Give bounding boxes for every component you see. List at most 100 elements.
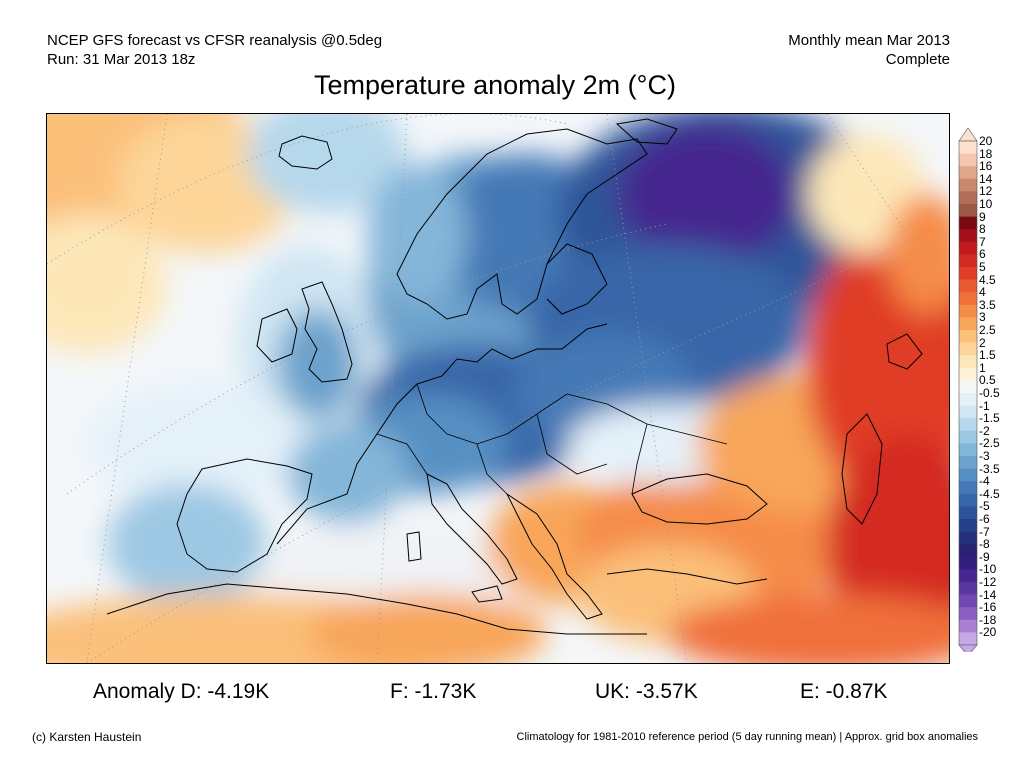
coast-north-africa [106, 583, 647, 635]
coast-sicily [471, 585, 503, 603]
colorbar-label: 4.5 [979, 272, 996, 287]
colorbar-label: 16 [979, 159, 993, 174]
colorbar-label: 3.5 [979, 297, 996, 312]
colorbar-label: -1.5 [979, 411, 1000, 426]
model-description: NCEP GFS forecast vs CFSR reanalysis @0.… [47, 32, 383, 49]
colorbar-label: -2 [979, 423, 990, 438]
stat-germany: Anomaly D: -4.19K [93, 680, 270, 703]
stat-spain: E: -0.87K [800, 680, 888, 703]
colorbar-label: -0.5 [979, 386, 1000, 400]
colorbar-label: -3 [979, 449, 990, 463]
coast-sardinia [406, 531, 422, 562]
period-description: Monthly mean Mar 2013 [788, 32, 950, 49]
colorbar-label: 14 [979, 171, 993, 186]
copyright: (c) Karsten Haustein [32, 730, 142, 744]
colorbar-swatch [959, 191, 977, 205]
colorbar-swatch [959, 619, 977, 633]
colorbar-swatch [959, 380, 977, 394]
colorbar-label: -10 [979, 562, 997, 577]
coast-ireland [256, 308, 298, 363]
colorbar-swatch [959, 204, 977, 217]
colorbar-swatch [959, 544, 977, 558]
colorbar-label: 4 [979, 285, 986, 300]
colorbar-label: -5 [979, 499, 990, 514]
header-right: Monthly mean Mar 2013 Complete [788, 31, 950, 69]
coast-iceland [278, 135, 333, 170]
colorbar-label: 10 [979, 197, 993, 211]
colorbar-label: -4 [979, 474, 990, 489]
coast-finland [546, 243, 608, 315]
colorbar-swatch [959, 216, 977, 230]
colorbar-label: -12 [979, 575, 997, 589]
colorbar-swatch [959, 355, 977, 369]
colorbar-label: -7 [979, 524, 990, 539]
colorbar-label: 3 [979, 310, 986, 325]
colorbar-swatch [959, 607, 977, 621]
colorbar-swatch [959, 367, 977, 381]
colorbar-swatch [959, 153, 977, 167]
colorbar-label: -2.5 [979, 436, 1000, 451]
colorbar-swatch [959, 330, 977, 343]
colorbar-label: 18 [979, 146, 993, 161]
colorbar-swatch [959, 556, 977, 570]
colorbar-swatch [959, 531, 977, 545]
colorbar-label: 2 [979, 335, 986, 350]
coast-scandinavia [396, 128, 648, 320]
colorbar-swatch [959, 493, 977, 507]
colorbar-swatch [959, 418, 977, 432]
coast-turkey [606, 568, 768, 585]
colorbar-swatch [959, 241, 977, 255]
colorbar [958, 128, 978, 652]
coast-balkans [505, 492, 603, 620]
coast-aral-sea [886, 333, 923, 370]
colorbar-swatch [959, 569, 977, 583]
colorbar-swatch [959, 632, 977, 646]
colorbar-swatch [959, 468, 977, 482]
coast-black-sea [631, 473, 768, 525]
colorbar-swatch [959, 594, 977, 608]
climatology-note: Climatology for 1981-2010 reference peri… [516, 731, 978, 743]
colorbar-label: -8 [979, 537, 990, 552]
colorbar-swatch [959, 405, 977, 419]
map-title: Temperature anomaly 2m (°C) [314, 70, 676, 100]
colorbar-swatch [959, 481, 977, 495]
anomaly-field [47, 114, 949, 663]
anomaly-map [46, 113, 950, 664]
coast-novaya-zemlya [615, 118, 678, 145]
coastlines [106, 118, 923, 635]
colorbar-swatch [959, 430, 977, 444]
run-time: Run: 31 Mar 2013 18z [47, 51, 196, 68]
colorbar-swatch [959, 178, 977, 192]
colorbar-label: -16 [979, 600, 997, 615]
colorbar-swatch [959, 582, 977, 595]
coast-italy [426, 473, 518, 585]
colorbar-swatch [959, 166, 977, 180]
stat-france: F: -1.73K [390, 680, 477, 703]
colorbar-label: 2.5 [979, 323, 996, 337]
colorbar-swatch [959, 304, 977, 318]
country-borders [376, 383, 728, 495]
colorbar-label: 12 [979, 184, 993, 199]
colorbar-swatch [959, 279, 977, 293]
coast-iberia [176, 458, 313, 573]
colorbar-label: 9 [979, 209, 986, 224]
colorbar-swatch [959, 317, 977, 331]
colorbar-swatch [959, 443, 977, 457]
coast-great-britain [301, 281, 353, 383]
colorbar-swatch [959, 342, 977, 356]
colorbar-label: 0.5 [979, 373, 996, 388]
colorbar-label: 1.5 [979, 348, 996, 363]
colorbar-label: -3.5 [979, 461, 1000, 476]
colorbar-swatch [959, 141, 977, 154]
colorbar-swatch [959, 456, 977, 469]
colorbar-swatch [959, 254, 977, 268]
header-left: NCEP GFS forecast vs CFSR reanalysis @0.… [47, 31, 382, 69]
coast-caspian [841, 413, 883, 525]
graticule [47, 114, 948, 663]
colorbar-label: -18 [979, 612, 997, 627]
anomaly-map-svg [47, 114, 949, 663]
colorbar-swatch [959, 229, 977, 243]
colorbar-label: 8 [979, 222, 986, 237]
coast-continent-north [276, 323, 608, 545]
colorbar-label: 1 [979, 360, 986, 375]
